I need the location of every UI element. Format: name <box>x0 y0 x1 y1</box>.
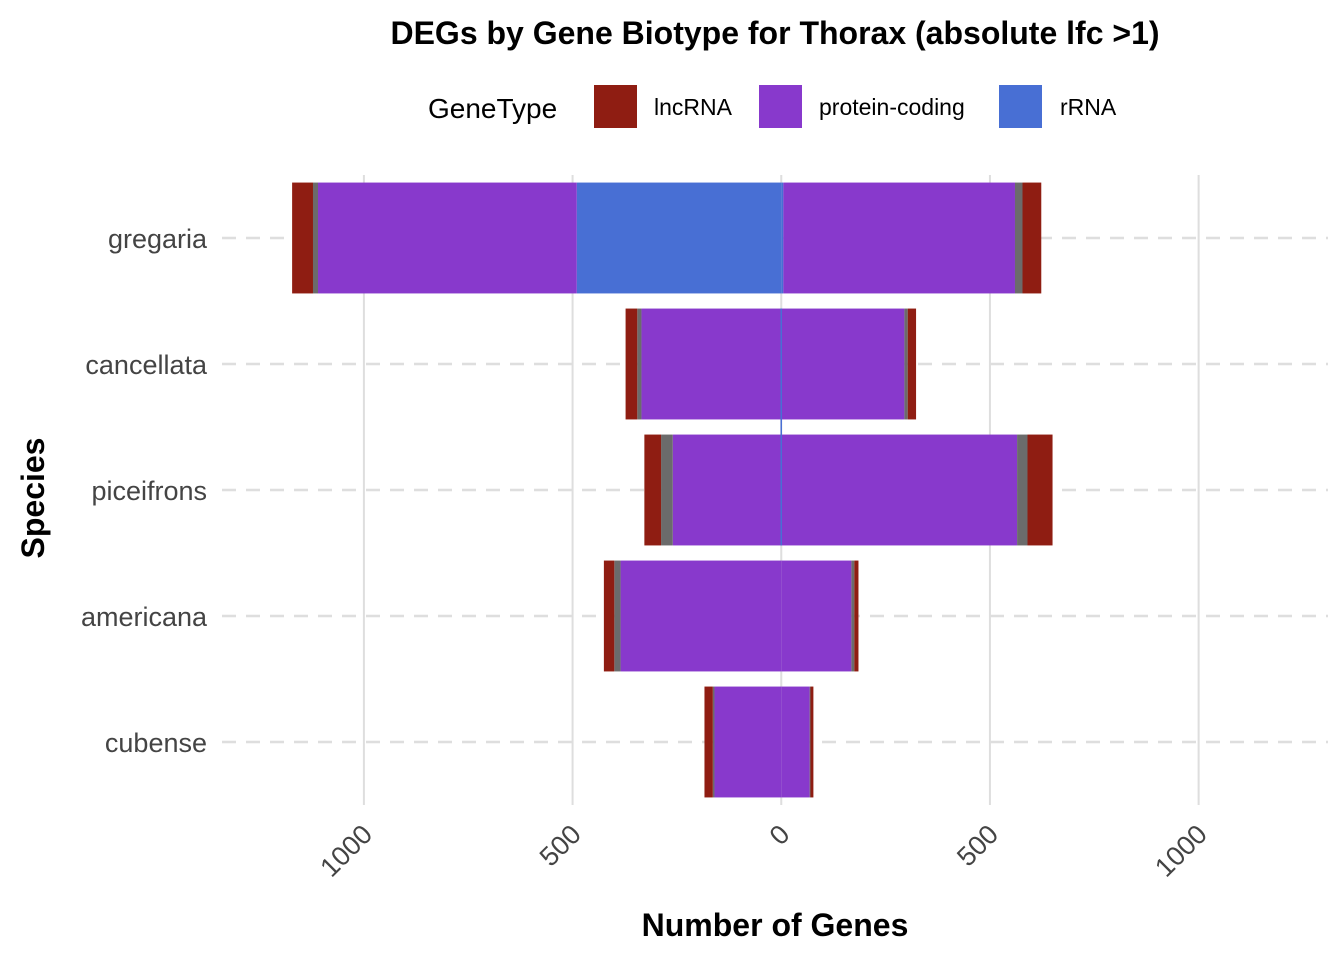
bar-cancellata-right-protein-coding <box>781 308 905 420</box>
x-axis-ticks: 1000 500 0 500 1000 <box>314 819 1212 883</box>
bars <box>292 182 1053 798</box>
legend-swatch-protein-coding <box>759 85 802 128</box>
legend-label-rrna: rRNA <box>1060 94 1117 120</box>
bar-americana-left-protein-coding <box>620 560 782 672</box>
bar-cancellata-left-lncrna <box>625 308 638 420</box>
x-tick-label: 1000 <box>314 819 378 883</box>
bar-cancellata-left-other <box>637 308 642 420</box>
y-tick-label-cubense: cubense <box>105 728 207 758</box>
bar-gregaria-left-lncrna <box>292 182 313 294</box>
bar-gregaria-left-protein-coding <box>317 182 577 294</box>
y-tick-label-americana: americana <box>81 602 208 632</box>
bar-cubense-right-other <box>809 686 811 798</box>
bar-americana-right-other <box>851 560 855 672</box>
bar-americana-left-lncrna <box>603 560 615 672</box>
bar-cubense-left-protein-coding <box>714 686 782 798</box>
y-tick-label-gregaria: gregaria <box>108 224 208 254</box>
y-axis-ticks: gregaria cancellata piceifrons americana cub… <box>81 224 208 758</box>
x-axis-title: Number of Genes <box>642 907 909 943</box>
bar-piceifrons-left-protein-coding <box>672 434 782 546</box>
x-tick-label: 1000 <box>1149 819 1213 883</box>
bar-piceifrons-right-other <box>1017 434 1028 546</box>
bar-piceifrons-right-lncrna <box>1027 434 1053 546</box>
bar-cubense-right-lncrna <box>810 686 814 798</box>
legend: GeneType lncRNA protein-coding rRNA <box>428 85 1117 128</box>
bar-americana-left-other <box>614 560 621 672</box>
bar-gregaria-right-other <box>1014 182 1023 294</box>
bar-americana-right-lncrna <box>854 560 859 672</box>
legend-label-lncrna: lncRNA <box>654 94 733 120</box>
bar-gregaria-left-other <box>312 182 318 294</box>
bar-cubense-right-protein-coding <box>781 686 810 798</box>
legend-label-protein-coding: protein-coding <box>819 94 965 120</box>
legend-title: GeneType <box>428 93 557 124</box>
bar-gregaria-right-protein-coding <box>783 182 1015 294</box>
bar-gregaria-left-rrna <box>576 182 782 294</box>
x-tick-label: 500 <box>534 819 587 872</box>
y-tick-label-cancellata: cancellata <box>85 350 208 380</box>
legend-swatch-lncrna <box>594 85 637 128</box>
y-tick-label-piceifrons: piceifrons <box>91 476 207 506</box>
bar-gregaria-right-lncrna <box>1022 182 1042 294</box>
y-axis-title: Species <box>15 438 51 559</box>
bar-cancellata-left-protein-coding <box>641 308 782 420</box>
chart-title: DEGs by Gene Biotype for Thorax (absolut… <box>390 15 1159 51</box>
bar-piceifrons-left-other <box>661 434 673 546</box>
bar-cancellata-right-lncrna <box>907 308 917 420</box>
x-tick-label: 0 <box>764 819 796 851</box>
bar-cubense-left-other <box>712 686 715 798</box>
bar-piceifrons-left-lncrna <box>644 434 662 546</box>
bar-gregaria-right-rrna <box>781 182 784 294</box>
bar-piceifrons-right-protein-coding <box>781 434 1018 546</box>
legend-swatch-rrna <box>999 85 1042 128</box>
bar-americana-right-protein-coding <box>781 560 852 672</box>
bar-cancellata-right-other <box>904 308 908 420</box>
x-tick-label: 500 <box>951 819 1004 872</box>
bar-cubense-left-lncrna <box>704 686 713 798</box>
